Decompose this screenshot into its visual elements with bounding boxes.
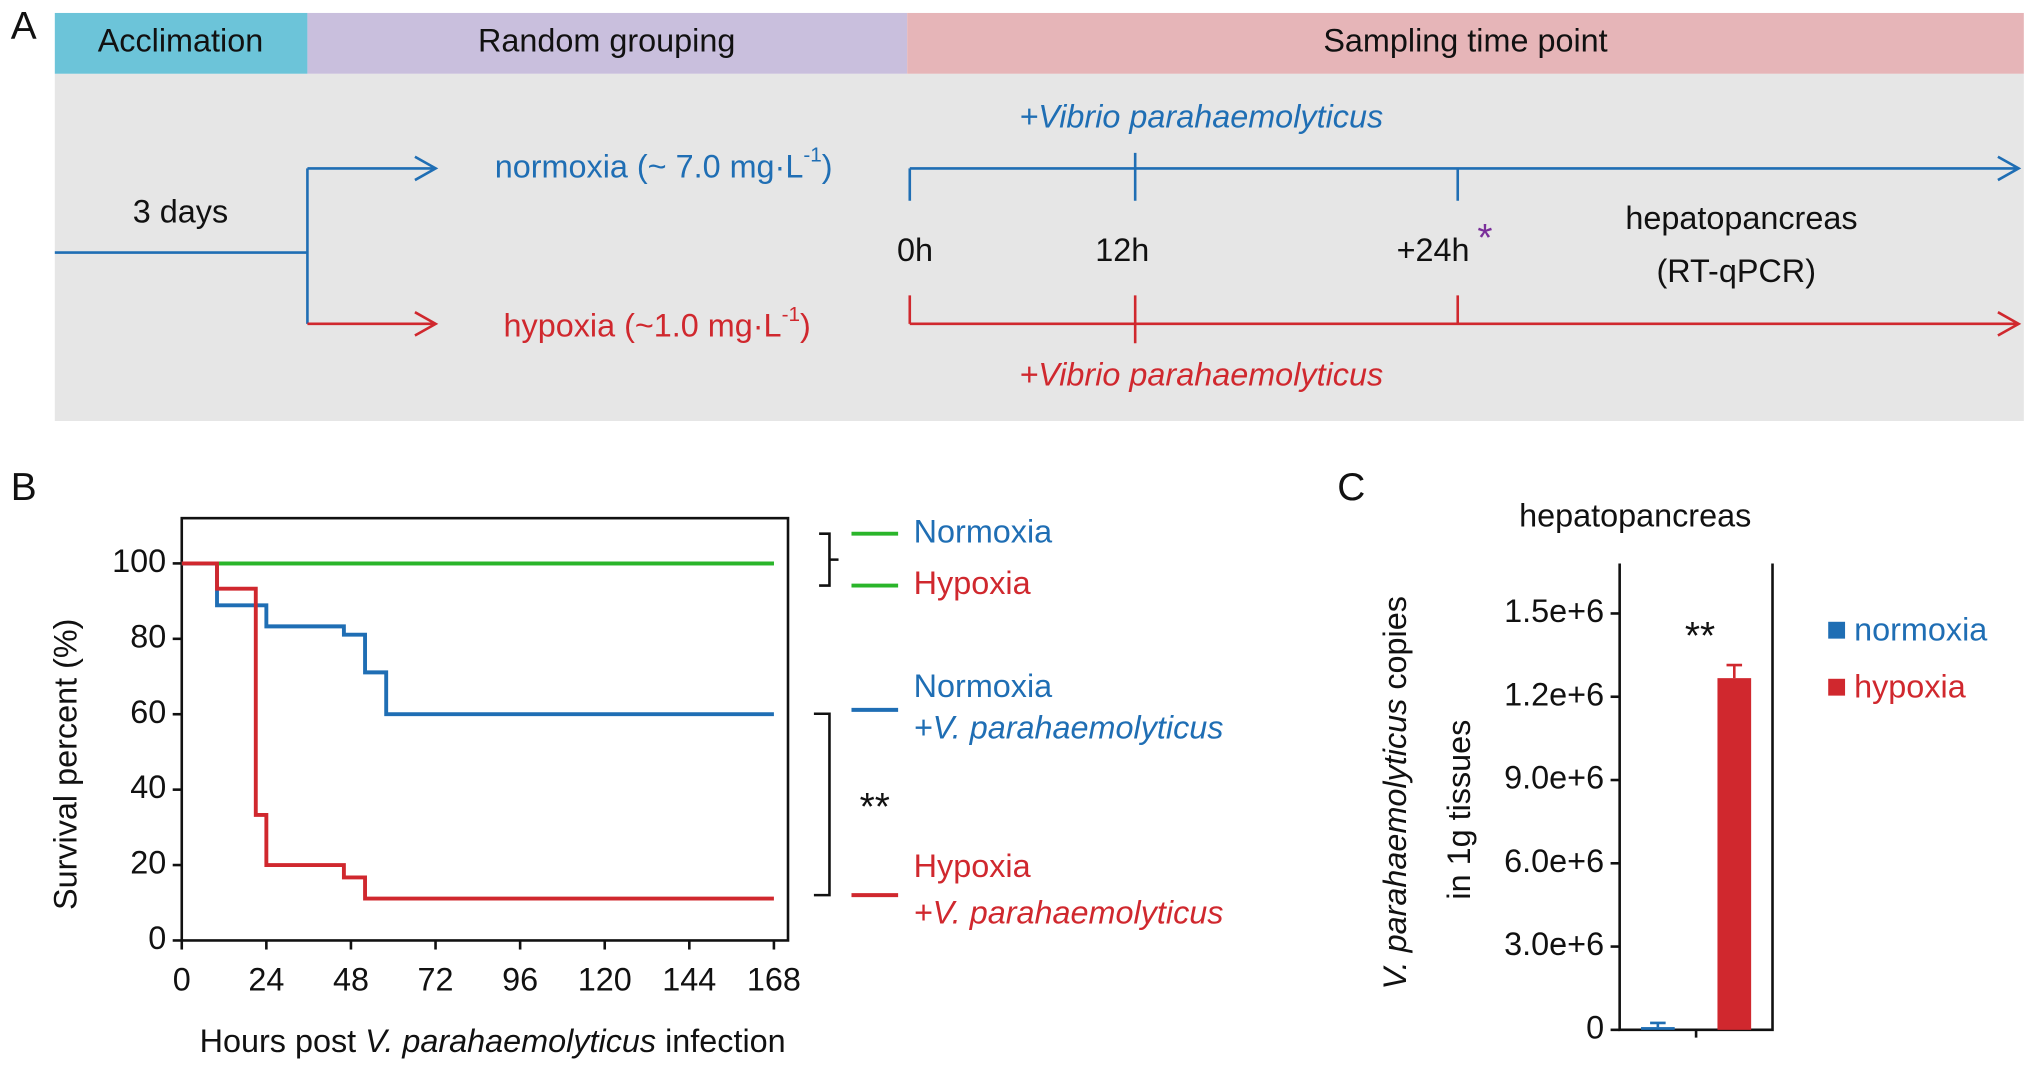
error-bar <box>1650 1021 1666 1028</box>
phase-grouping <box>307 12 908 74</box>
phase-label: Acclimation <box>98 22 264 58</box>
significance-brackets <box>813 532 839 897</box>
axis-label-part: infection <box>656 1022 786 1058</box>
x-axis-label: Hours post V. parahaemolyticus infection <box>200 1022 786 1058</box>
y-tick-label: 3.0e+6 <box>1504 926 1604 962</box>
phase-label: Random grouping <box>478 22 735 58</box>
x-tick-label: 0 <box>173 961 191 997</box>
phase-label: Sampling time point <box>1323 22 1607 58</box>
legend-label: hypoxia <box>1854 669 1966 705</box>
plots: B 0 24 48 72 96 120 144 168 0 20 40 60 80 100 Hours pos… <box>11 466 1988 1058</box>
x-tick-label: 168 <box>747 961 801 997</box>
panel-letter: B <box>11 466 37 509</box>
y-tick-label: 9.0e+6 <box>1504 760 1604 796</box>
bar <box>1641 1027 1675 1030</box>
label-part: hypoxia (~1.0 mg·L <box>504 307 782 343</box>
legend-label: normoxia <box>1854 612 1987 648</box>
y-tick-label: 80 <box>130 618 166 654</box>
y-tick-label: 0 <box>148 920 166 956</box>
legend-label: Normoxia <box>914 513 1053 549</box>
axis-label-part: V. parahaemolyticus <box>365 1022 656 1058</box>
chart-title: hepatopancreas <box>1519 498 1751 534</box>
normoxia-label: normoxia (~ 7.0 mg·L-1) <box>495 144 833 184</box>
y-tick-label: 40 <box>130 769 166 805</box>
axis-label-part: Hours post <box>200 1022 366 1058</box>
legend-label: Hypoxia +V. parahaemolyticus <box>914 847 1224 930</box>
time-label: 12h <box>1095 232 1149 268</box>
bracket <box>813 712 831 897</box>
time-label: +24h <box>1397 232 1470 268</box>
tissue: hepatopancreas <box>1625 200 1857 236</box>
y-tick-label: 100 <box>112 543 166 579</box>
y-tick-label: 1.2e+6 <box>1504 676 1604 712</box>
phase-sampling <box>907 12 2024 74</box>
phase-acclimation <box>54 12 308 74</box>
infection-label: +Vibrio parahaemolyticus <box>1019 99 1383 135</box>
x-tick-label: 120 <box>578 961 632 997</box>
panel-a-arrows <box>54 152 2022 344</box>
significance: ** <box>1685 615 1715 658</box>
time-mark: * <box>1477 217 1492 260</box>
label-part: normoxia (~ 7.0 mg·L <box>495 148 804 184</box>
legend-label: Hypoxia <box>914 565 1031 601</box>
axis-label-part: V. parahaemolyticus <box>1376 699 1412 990</box>
label-part: ) <box>822 148 833 184</box>
y-tick-label: 0 <box>1586 1009 1604 1045</box>
bar <box>1717 678 1752 1030</box>
y-tick-label: 6.0e+6 <box>1504 843 1604 879</box>
duration: 3 days <box>133 193 228 229</box>
x-tick-label: 96 <box>502 961 538 997</box>
hypoxia-path <box>307 295 2022 344</box>
survival-line <box>181 561 774 901</box>
legend-line: Normoxia <box>914 667 1053 703</box>
panel-letter: A <box>11 5 37 48</box>
time-label: 0h <box>897 232 933 268</box>
superscript: -1 <box>782 304 800 327</box>
y-axis-label: in 1g tissues <box>1441 720 1477 900</box>
y-axis-label: Survival percent (%) <box>47 619 83 910</box>
label-part: ) <box>800 307 811 343</box>
hypoxia-label: hypoxia (~1.0 mg·L-1) <box>504 304 811 344</box>
legend-label: Normoxia +V. parahaemolyticus <box>914 667 1224 744</box>
y-tick-label: 1.5e+6 <box>1504 593 1604 629</box>
x-tick-label: 24 <box>248 961 284 997</box>
method: (RT-qPCR) <box>1656 253 1816 289</box>
error-bar <box>1726 663 1743 679</box>
panel-a-body <box>54 73 2024 422</box>
x-tick-label: 48 <box>333 961 369 997</box>
legend-line: Hypoxia <box>914 847 1031 883</box>
legend-swatch <box>1828 621 1846 639</box>
y-axis-label: V. parahaemolyticus copies <box>1376 596 1412 990</box>
bracket <box>819 532 839 587</box>
y-tick-label: 20 <box>130 845 166 881</box>
survival-line <box>181 561 774 717</box>
infection-label: +Vibrio parahaemolyticus <box>1019 357 1383 393</box>
legend-swatch <box>1828 678 1846 696</box>
y-tick-label: 60 <box>130 694 166 730</box>
legend-line: +V. parahaemolyticus <box>914 894 1224 930</box>
normoxia-path <box>54 152 2022 324</box>
axis-label-part: copies <box>1376 596 1412 699</box>
significance: ** <box>860 786 890 829</box>
x-tick-label: 144 <box>662 961 716 997</box>
superscript: -1 <box>803 144 821 167</box>
legend-line: +V. parahaemolyticus <box>914 709 1224 745</box>
panel-letter: C <box>1337 466 1365 509</box>
plot-frame <box>180 516 790 942</box>
x-tick-label: 72 <box>418 961 454 997</box>
